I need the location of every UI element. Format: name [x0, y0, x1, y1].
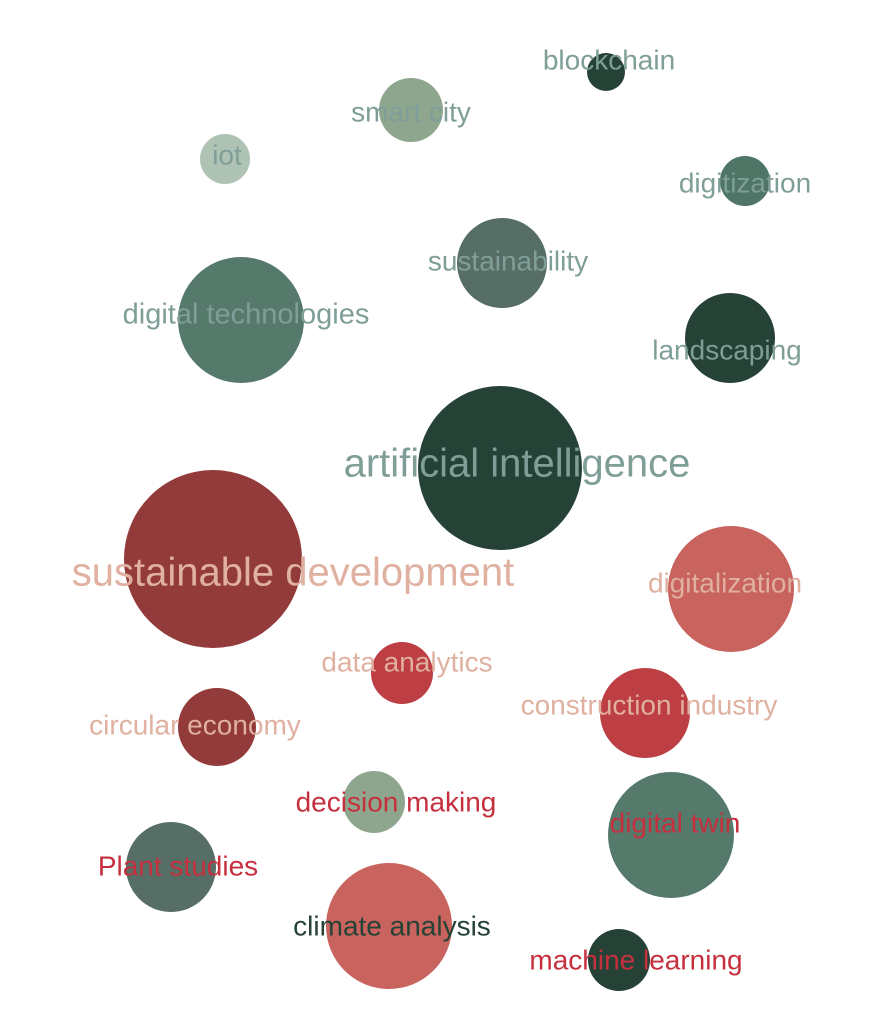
keyword-label: blockchain — [543, 44, 675, 75]
keyword-label: digital twin — [610, 807, 741, 838]
bubble — [371, 642, 433, 704]
keyword-label: Plant studies — [98, 850, 258, 881]
bubble — [200, 134, 250, 184]
keyword-label: construction industry — [521, 689, 778, 720]
keyword-label: landscaping — [652, 334, 801, 365]
keyword-label: data analytics — [321, 646, 492, 677]
bubble — [126, 822, 216, 912]
bubble — [379, 78, 443, 142]
bubble — [343, 771, 405, 833]
keyword-label: sustainability — [428, 245, 588, 276]
keyword-label: circular economy — [89, 709, 301, 740]
bubble — [685, 293, 775, 383]
keyword-label: iot — [212, 139, 242, 170]
bubble — [124, 470, 302, 648]
bubble — [178, 688, 256, 766]
bubble — [720, 156, 770, 206]
bubble — [418, 386, 582, 550]
keyword-label: digitization — [679, 167, 811, 198]
bubble — [600, 668, 690, 758]
keyword-label: decision making — [296, 786, 497, 817]
keyword-label: climate analysis — [293, 910, 491, 941]
bubble — [608, 772, 734, 898]
bubble — [457, 218, 547, 308]
keyword-label: digital technologies — [123, 299, 370, 331]
bubble — [588, 929, 650, 991]
keyword-label: machine learning — [529, 944, 742, 975]
bubble — [326, 863, 452, 989]
keyword-label: artificial intelligence — [344, 442, 691, 486]
keyword-label: smart city — [351, 96, 471, 127]
bubble — [668, 526, 794, 652]
keyword-label: digitalization — [648, 567, 802, 598]
keyword-label: sustainable development — [72, 551, 515, 595]
bubble — [587, 53, 625, 91]
bubble — [178, 257, 304, 383]
